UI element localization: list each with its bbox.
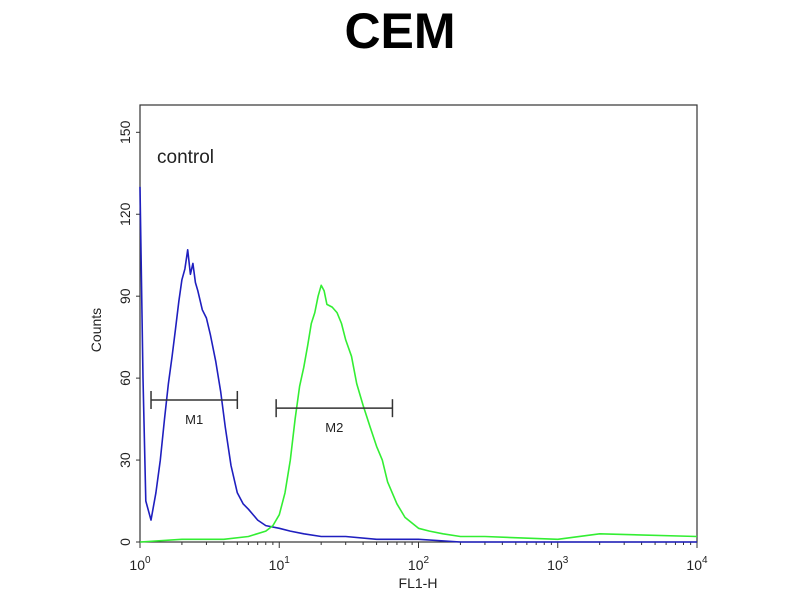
marker-layer: M1 M2	[150, 390, 394, 435]
x-tick-base: 10	[686, 557, 702, 573]
x-tick-exponent: 4	[702, 555, 708, 566]
y-tick-label: 0	[117, 538, 133, 546]
x-tick-label: 101	[269, 555, 291, 573]
x-tick-label: 100	[129, 555, 151, 573]
marker-label: M2	[325, 420, 343, 435]
y-tick-label: 120	[117, 202, 133, 226]
histogram-series-2	[139, 284, 698, 543]
chart-title: CEM	[344, 3, 456, 59]
x-tick-base: 10	[547, 557, 563, 573]
marker-label: M1	[185, 412, 203, 427]
x-tick-base: 10	[269, 557, 285, 573]
x-tick-label: 103	[547, 555, 569, 573]
series-layer	[139, 186, 698, 543]
y-tick-label: 150	[117, 120, 133, 144]
x-axis-title: FL1-H	[399, 575, 438, 591]
x-tick-exponent: 3	[563, 555, 569, 566]
x-tick-label: 104	[686, 555, 708, 573]
plot-frame	[139, 104, 698, 543]
y-tick-label: 90	[117, 288, 133, 304]
y-tick-label: 60	[117, 370, 133, 386]
x-tick-exponent: 2	[424, 555, 430, 566]
marker-m2: M2	[275, 399, 394, 435]
marker-m1: M1	[150, 390, 239, 427]
x-tick-label: 102	[408, 555, 430, 573]
x-tick-base: 10	[129, 557, 145, 573]
histogram-series-1	[139, 186, 697, 543]
x-tick-exponent: 1	[284, 555, 290, 566]
y-axis-title: Counts	[88, 308, 104, 352]
y-tick-label: 30	[117, 452, 133, 468]
control-annotation: control	[157, 147, 214, 168]
x-tick-base: 10	[408, 557, 424, 573]
x-tick-exponent: 0	[145, 555, 151, 566]
y-axis: 0 30 60 90 120 150	[117, 120, 140, 546]
x-axis: 100 101 102 103 104	[129, 542, 708, 573]
